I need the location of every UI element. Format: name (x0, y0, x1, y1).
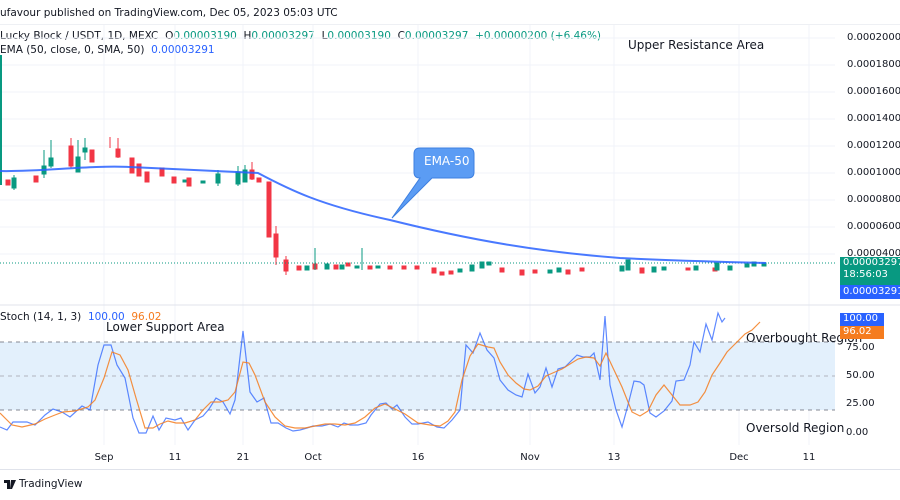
open-label: O (165, 30, 174, 42)
time-tick: 21 (236, 452, 250, 463)
stoch-k-line (0, 311, 726, 434)
candles-down (5, 137, 289, 275)
bar-countdown: 18:56:03 (843, 269, 888, 280)
stoch-d-line (0, 321, 761, 429)
footer-divider (0, 469, 900, 470)
header-divider (0, 24, 900, 25)
stoch-tick: 50.00 (846, 370, 875, 381)
lower-support-label: Lower Support Area (106, 320, 225, 334)
ema-callout-label: EMA-50 (424, 154, 470, 168)
tradingview-brand[interactable]: TradingView (4, 478, 82, 490)
time-tick: 11 (802, 452, 816, 463)
time-tick: 13 (607, 452, 621, 463)
stoch-d-value: 96.02 (131, 311, 162, 323)
stoch-k-tag: 100.00 (840, 313, 884, 326)
high-label: H (243, 30, 252, 42)
stoch-label[interactable]: Stoch (14, 1, 3) (0, 311, 82, 323)
published-caption: ufavour published on TradingView.com, De… (0, 7, 338, 19)
stoch-legend: Stoch (14, 1, 3) 100.00 96.02 (0, 311, 161, 323)
time-tick: 11 (168, 452, 182, 463)
upper-resistance-label: Upper Resistance Area (628, 38, 765, 52)
time-tick: 16 (411, 452, 425, 463)
symbol-title[interactable]: Lucky Block / USDT, 1D, MEXC (0, 30, 159, 42)
stoch-tick: 25.00 (846, 398, 875, 409)
ema-legend: EMA (50, close, 0, SMA, 50) 0.00003291 (0, 44, 215, 56)
ema-value: 0.00003291 (151, 44, 215, 56)
oversold-label: Oversold Region (746, 421, 845, 435)
time-tick: Sep (94, 452, 114, 463)
ema-line (0, 165, 767, 264)
last-price-tag: 0.00003297 18:56:03 (840, 257, 900, 285)
stoch-d-tag: 96.02 (840, 326, 884, 339)
change-value: +0.00000200 (+6.46%) (475, 30, 602, 42)
brand-label: TradingView (19, 478, 83, 490)
candles-base (296, 248, 767, 276)
stoch-k-value: 100.00 (87, 311, 125, 323)
overbought-label: Overbought Region (746, 331, 863, 345)
time-tick: Oct (304, 452, 322, 463)
ema-label[interactable]: EMA (50, close, 0, SMA, 50) (0, 44, 145, 56)
low-value: 0.00003190 (327, 30, 391, 42)
stoch-tick: 0.00 (846, 427, 869, 438)
close-value: 0.00003297 (404, 30, 469, 42)
symbol-legend: Lucky Block / USDT, 1D, MEXC O0.00003190… (0, 30, 601, 42)
last-price-value: 0.00003297 (843, 257, 900, 268)
time-tick: Nov (520, 452, 540, 463)
ema-callout (391, 147, 475, 219)
ema-price-tag: 0.00003291 (840, 285, 900, 299)
open-value: 0.00003190 (173, 30, 237, 42)
time-tick: Dec (729, 452, 749, 463)
stoch-tick: 75.00 (846, 342, 875, 353)
low-label: L (321, 30, 328, 42)
high-value: 0.00003297 (251, 30, 315, 42)
close-label: C (397, 30, 405, 42)
tradingview-logo-icon (4, 479, 16, 489)
